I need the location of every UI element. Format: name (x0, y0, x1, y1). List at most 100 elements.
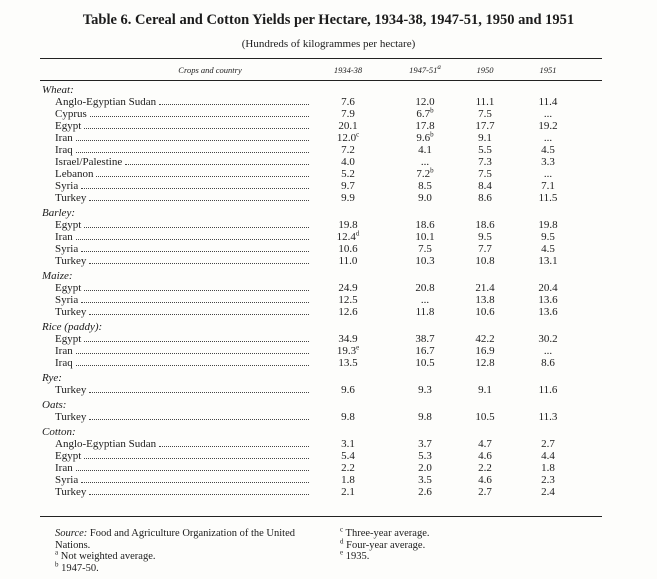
value-cell: 11.1 (455, 96, 515, 108)
value: 8.4 (478, 180, 492, 192)
leader-dots (75, 353, 309, 354)
value: 20.8 (415, 282, 435, 294)
value: ... (543, 108, 553, 120)
value-cell: 9.7 (318, 180, 378, 192)
value-cell: 7.6 (318, 96, 378, 108)
value-cell: 34.9 (318, 333, 378, 345)
value: 3.5 (418, 474, 432, 486)
row-label: Egypt (55, 333, 312, 345)
leader-dots (89, 263, 309, 264)
value-cell: 3.3 (518, 156, 578, 168)
value: 7.9 (341, 108, 355, 120)
footnote: b 1947-50. (55, 561, 99, 575)
column-header-text: 1951 (539, 65, 557, 75)
leader-dots (75, 239, 309, 240)
value: 9.0 (418, 192, 432, 204)
footnote-mark: e (356, 343, 360, 352)
value: 11.1 (475, 96, 495, 108)
value: 4.1 (418, 144, 432, 156)
leader-dots (89, 392, 309, 393)
value-cell: 13.5 (318, 357, 378, 369)
value: 4.6 (478, 450, 492, 462)
value-cell: 13.8 (455, 294, 515, 306)
value: 5.3 (418, 450, 432, 462)
value-cell: 7.7 (455, 243, 515, 255)
value: 20.1 (338, 120, 358, 132)
value: 12.5 (338, 294, 358, 306)
leader-dots (81, 482, 309, 483)
row-label: Turkey (55, 306, 312, 318)
value: 19.8 (538, 219, 558, 231)
column-header: 1950 (455, 65, 515, 75)
value-cell: 7.3 (455, 156, 515, 168)
value: 12.8 (475, 357, 495, 369)
value: 4.5 (541, 243, 555, 255)
value: 13.8 (475, 294, 495, 306)
value: 7.1 (541, 180, 555, 192)
value-cell: 7.9 (318, 108, 378, 120)
value: 9.6 (416, 132, 431, 144)
value: 6.7 (416, 108, 431, 120)
group-label: Oats: (42, 399, 67, 411)
group-label: Barley: (42, 207, 75, 219)
row-label: Israel/Palestine (55, 156, 312, 168)
row-label: Iran (55, 231, 312, 243)
value-cell: 17.7 (455, 120, 515, 132)
value: 13.5 (338, 357, 358, 369)
row-label: Egypt (55, 120, 312, 132)
top-rule (40, 58, 602, 59)
country: Lebanon (55, 168, 94, 180)
value-cell: 7.5 (455, 168, 515, 180)
footnote-mark: e (340, 548, 344, 557)
value: 30.2 (538, 333, 558, 345)
value-cell: 19.2 (518, 120, 578, 132)
row-label: Iran (55, 132, 312, 144)
value: 10.5 (475, 411, 495, 423)
value: 9.6 (341, 384, 355, 396)
value-cell: 4.5 (518, 243, 578, 255)
value-cell: 2.7 (518, 438, 578, 450)
country: Iraq (55, 144, 73, 156)
value-cell: 5.3 (395, 450, 455, 462)
value: 17.8 (415, 120, 435, 132)
value-cell: 20.8 (395, 282, 455, 294)
footnote-mark: b (430, 166, 434, 175)
leader-dots (89, 419, 309, 420)
value-cell: 8.4 (455, 180, 515, 192)
row-label: Turkey (55, 192, 312, 204)
country: Egypt (55, 333, 82, 345)
value-cell: 3.7 (395, 438, 455, 450)
value: 3.7 (418, 438, 432, 450)
value-cell: 13.1 (518, 255, 578, 267)
value-cell: 20.1 (318, 120, 378, 132)
footnote: c Three-year average. (340, 526, 429, 540)
value-cell: 24.9 (318, 282, 378, 294)
value: 13.6 (538, 306, 558, 318)
leader-dots (75, 470, 309, 471)
value: 7.5 (418, 243, 432, 255)
value: 1.8 (341, 474, 355, 486)
country: Anglo-Egyptian Sudan (55, 96, 157, 108)
leader-dots (159, 446, 309, 447)
value: 3.3 (541, 156, 555, 168)
footnote-mark: b (430, 106, 434, 115)
value-cell: 21.4 (455, 282, 515, 294)
value-cell: 8.6 (518, 357, 578, 369)
value-cell: 11.3 (518, 411, 578, 423)
value: 2.2 (478, 462, 492, 474)
value-cell: 17.8 (395, 120, 455, 132)
group-label: Rye: (42, 372, 62, 384)
value: 2.7 (541, 438, 555, 450)
row-label: Syria (55, 180, 312, 192)
value: 10.3 (415, 255, 435, 267)
row-label: Iraq (55, 144, 312, 156)
country: Syria (55, 180, 79, 192)
value-cell: 3.1 (318, 438, 378, 450)
footnote-text: 1935. (345, 551, 370, 562)
value: 17.7 (475, 120, 495, 132)
value-cell: 4.6 (455, 474, 515, 486)
value-cell: 7.1 (518, 180, 578, 192)
value-cell: 4.5 (518, 144, 578, 156)
value-cell: 9.1 (455, 132, 515, 144)
